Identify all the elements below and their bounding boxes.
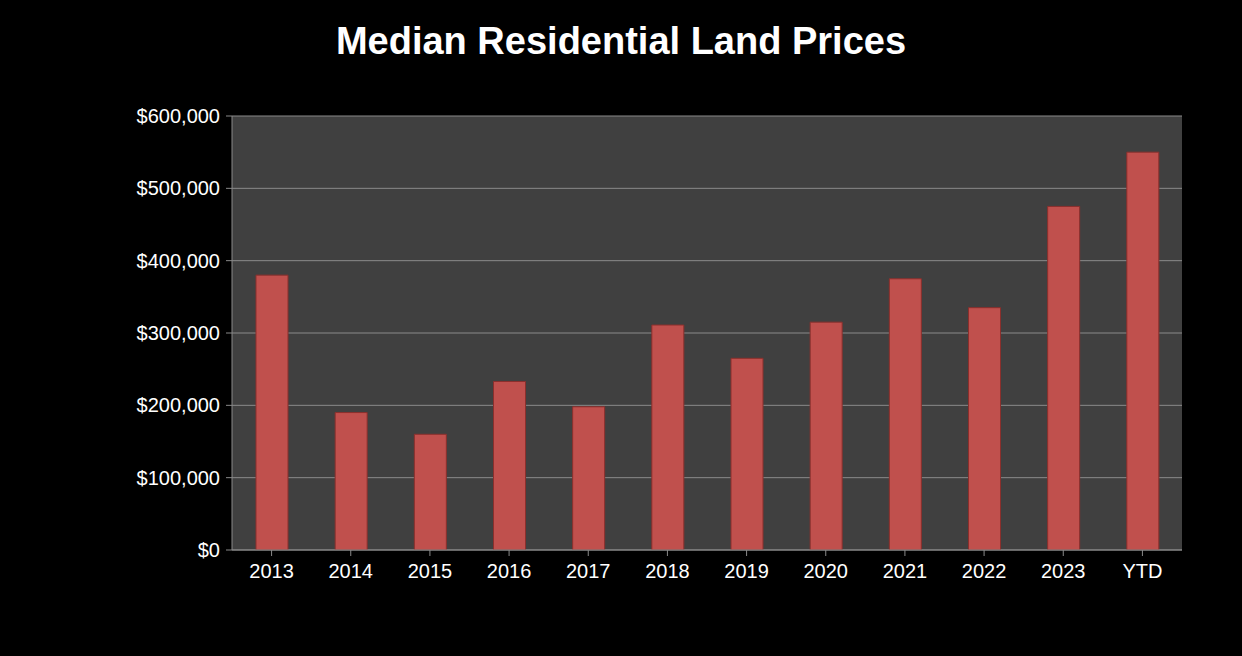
- svg-text:2019: 2019: [724, 560, 769, 582]
- svg-text:$400,000: $400,000: [137, 250, 220, 272]
- svg-text:$600,000: $600,000: [137, 105, 220, 127]
- svg-text:$100,000: $100,000: [137, 467, 220, 489]
- html-text:Median Residential Land Prices: Median Residential Land Prices: [335, 20, 907, 62]
- svg-text:2020: 2020: [804, 560, 849, 582]
- svg-text:2023: 2023: [1041, 560, 1086, 582]
- svg-text:2013: 2013: [249, 560, 294, 582]
- svg-text:2015: 2015: [408, 560, 453, 582]
- svg-text:$300,000: $300,000: [137, 322, 220, 344]
- svg-text:$0: $0: [198, 539, 220, 561]
- svg-text:2018: 2018: [645, 560, 690, 582]
- svg-text:YTD: YTD: [1122, 560, 1162, 582]
- svg-text:2022: 2022: [962, 560, 1007, 582]
- svg-text:2016: 2016: [487, 560, 532, 582]
- svg-text:$500,000: $500,000: [137, 177, 220, 199]
- svg-text:2014: 2014: [329, 560, 374, 582]
- svg-text:$200,000: $200,000: [137, 394, 220, 416]
- svg-text:2017: 2017: [566, 560, 611, 582]
- svg-text:2021: 2021: [883, 560, 928, 582]
